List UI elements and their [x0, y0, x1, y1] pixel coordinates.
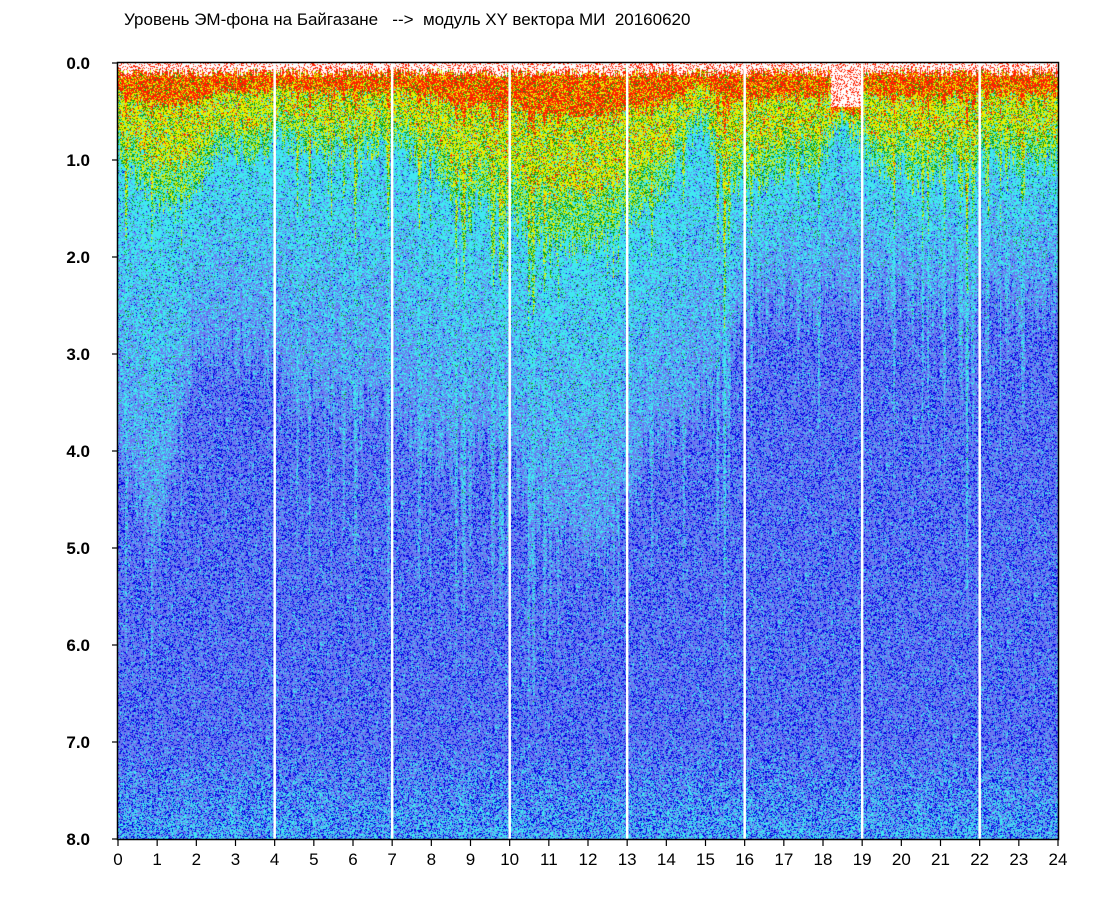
- y-tick-label: 1.0: [66, 151, 90, 170]
- chart-title: Уровень ЭМ-фона на Байгазане --> модуль …: [124, 10, 691, 29]
- y-tick-label: 5.0: [66, 539, 90, 558]
- x-tick-label: 18: [814, 850, 833, 869]
- x-tick-label: 8: [427, 850, 436, 869]
- y-tick-label: 2.0: [66, 248, 90, 267]
- y-tick-label: 8.0: [66, 830, 90, 849]
- x-tick-label: 16: [735, 850, 754, 869]
- x-tick-label: 7: [387, 850, 396, 869]
- x-tick-label: 23: [1009, 850, 1028, 869]
- x-tick-label: 5: [309, 850, 318, 869]
- x-tick-label: 24: [1049, 850, 1068, 869]
- x-tick-label: 6: [348, 850, 357, 869]
- x-tick-label: 20: [892, 850, 911, 869]
- y-axis: 0.0 1.0 2.0 3.0 4.0 5.0 6.0 7.0 8.0: [66, 54, 118, 849]
- y-tick-label: 7.0: [66, 733, 90, 752]
- x-tick-label: 22: [970, 850, 989, 869]
- x-tick-label: 14: [657, 850, 676, 869]
- x-tick-label: 3: [231, 850, 240, 869]
- y-tick-label: 4.0: [66, 442, 90, 461]
- x-tick-label: 13: [618, 850, 637, 869]
- x-tick-label: 4: [270, 850, 279, 869]
- x-tick-label: 10: [500, 850, 519, 869]
- x-tick-label: 19: [853, 850, 872, 869]
- x-tick-label: 15: [696, 850, 715, 869]
- heatmap-raster: [118, 63, 1058, 839]
- x-tick-label: 21: [931, 850, 950, 869]
- x-axis: 0 1 2 3 4 5 6 7 8 9 10 11 12 13 14 15 16 17 18 19 20 21 22 23 24: [113, 839, 1067, 869]
- y-tick-label: 0.0: [66, 54, 90, 73]
- y-tick-label: 6.0: [66, 636, 90, 655]
- x-tick-label: 2: [192, 850, 201, 869]
- x-tick-label: 1: [152, 850, 161, 869]
- gap-lines: [273, 63, 981, 839]
- x-tick-label: 11: [540, 850, 558, 869]
- x-tick-label: 17: [774, 850, 793, 869]
- x-tick-label: 0: [113, 850, 122, 869]
- x-tick-label: 12: [579, 850, 598, 869]
- x-tick-label: 9: [466, 850, 475, 869]
- y-tick-label: 3.0: [66, 345, 90, 364]
